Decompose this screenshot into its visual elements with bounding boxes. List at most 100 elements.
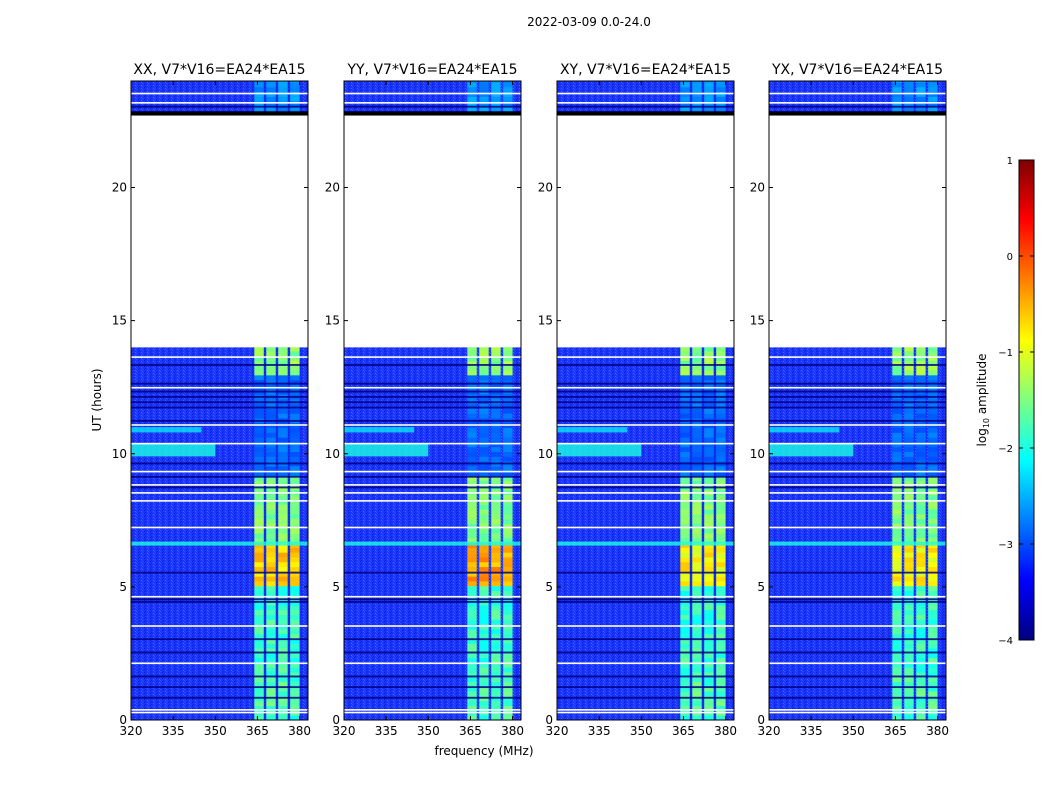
rfi-cell bbox=[290, 705, 300, 711]
rfi-cell bbox=[928, 494, 938, 500]
rfi-cell bbox=[266, 82, 276, 88]
rfi-cell bbox=[467, 672, 477, 678]
x-tick-label: 365 bbox=[672, 724, 695, 738]
rfi-cell bbox=[266, 437, 276, 443]
rfi-cell bbox=[692, 370, 702, 376]
rfi-cell bbox=[467, 442, 477, 448]
rfi-cell bbox=[680, 509, 690, 515]
rfi-cell bbox=[904, 681, 914, 687]
flagged-row bbox=[557, 356, 734, 358]
rfi-cell bbox=[491, 106, 501, 112]
rfi-cell bbox=[491, 590, 501, 596]
rfi-cell bbox=[266, 700, 276, 707]
rfi-cell bbox=[503, 566, 513, 572]
rfi-cell bbox=[254, 537, 264, 544]
rfi-cell bbox=[892, 413, 902, 419]
rfi-cell bbox=[892, 700, 902, 707]
rfi-cell bbox=[892, 595, 902, 601]
rfi-cell bbox=[254, 365, 264, 371]
rfi-cell bbox=[278, 442, 288, 448]
panel-frame bbox=[130, 80, 309, 721]
rfi-cell bbox=[479, 370, 489, 376]
rfi-cell bbox=[916, 446, 926, 453]
rfi-cell bbox=[692, 604, 702, 611]
rfi-cell bbox=[278, 686, 288, 692]
rfi-cell bbox=[892, 604, 902, 611]
rfi-cell bbox=[704, 437, 714, 443]
rfi-cell bbox=[290, 537, 300, 544]
rfi-cell bbox=[892, 427, 902, 433]
rfi-cell bbox=[704, 475, 714, 481]
rfi-cell bbox=[467, 81, 477, 83]
low-row bbox=[131, 382, 308, 385]
rfi-cell bbox=[904, 475, 914, 481]
low-row bbox=[769, 419, 946, 422]
rfi-cell bbox=[704, 355, 714, 361]
rfi-cell bbox=[916, 576, 926, 582]
rfi-cell bbox=[290, 566, 300, 572]
rfi-cell bbox=[928, 691, 938, 697]
rfi-cell bbox=[290, 614, 300, 620]
flagged-row bbox=[131, 492, 308, 494]
rfi-cell bbox=[491, 585, 501, 592]
rfi-cell bbox=[716, 672, 726, 678]
flagged-row bbox=[557, 709, 734, 711]
rfi-cell bbox=[704, 614, 714, 620]
panel-3: XY, V7*V16=EA24*EA15 320 335 350 365 380 0 5 10 1… bbox=[538, 62, 737, 738]
rfi-cell bbox=[467, 686, 477, 692]
rfi-cell bbox=[892, 705, 902, 711]
rfi-cell bbox=[479, 700, 489, 707]
rfi-cell bbox=[467, 552, 477, 558]
rfi-cell bbox=[704, 667, 714, 673]
rfi-cell bbox=[290, 96, 300, 102]
rfi-cell bbox=[467, 408, 477, 414]
rfi-cell bbox=[503, 657, 513, 663]
rfi-cell bbox=[716, 552, 726, 558]
rfi-cell bbox=[916, 652, 926, 659]
rfi-cell bbox=[467, 101, 477, 107]
flagged-row bbox=[344, 492, 521, 494]
rfi-cell bbox=[716, 633, 726, 639]
rfi-cell bbox=[928, 681, 938, 687]
rfi-cell bbox=[503, 662, 513, 668]
rfi-cell bbox=[290, 715, 300, 720]
rfi-cell bbox=[704, 403, 714, 409]
rfi-cell bbox=[491, 465, 501, 472]
rfi-cell bbox=[467, 638, 477, 644]
rfi-cell bbox=[278, 700, 288, 707]
rfi-cell bbox=[503, 82, 513, 88]
rfi-cell bbox=[904, 628, 914, 635]
rfi-cell bbox=[928, 648, 938, 654]
rfi-cell bbox=[278, 106, 288, 112]
rfi-cell bbox=[928, 374, 938, 381]
rfi-cell bbox=[692, 442, 702, 448]
rfi-cell bbox=[278, 81, 288, 83]
rfi-cell bbox=[278, 365, 288, 371]
rfi-cell bbox=[716, 566, 726, 572]
rfi-cell bbox=[266, 360, 276, 366]
rfi-cell bbox=[278, 609, 288, 615]
rfi-cell bbox=[916, 648, 926, 654]
rfi-cell bbox=[692, 96, 702, 102]
rfi-cell bbox=[467, 465, 477, 472]
rfi-cell bbox=[892, 446, 902, 453]
rfi-cell bbox=[266, 432, 276, 438]
rfi-cell bbox=[892, 628, 902, 635]
rfi-cell bbox=[503, 413, 513, 419]
rfi-cell bbox=[467, 652, 477, 659]
rfi-cell bbox=[503, 427, 513, 433]
rfi-cell bbox=[904, 609, 914, 615]
rfi-cell bbox=[491, 437, 501, 443]
rfi-cell bbox=[479, 643, 489, 649]
no-data-region bbox=[769, 115, 946, 348]
rfi-cell bbox=[916, 566, 926, 572]
rfi-cell bbox=[716, 106, 726, 112]
rfi-cell bbox=[892, 96, 902, 102]
rfi-cell bbox=[704, 628, 714, 635]
rfi-cell bbox=[290, 523, 300, 529]
rfi-cell bbox=[467, 370, 477, 376]
rfi-cell bbox=[479, 427, 489, 433]
no-data-region bbox=[344, 115, 521, 348]
rfi-cell bbox=[716, 101, 726, 107]
rfi-cell bbox=[892, 619, 902, 625]
